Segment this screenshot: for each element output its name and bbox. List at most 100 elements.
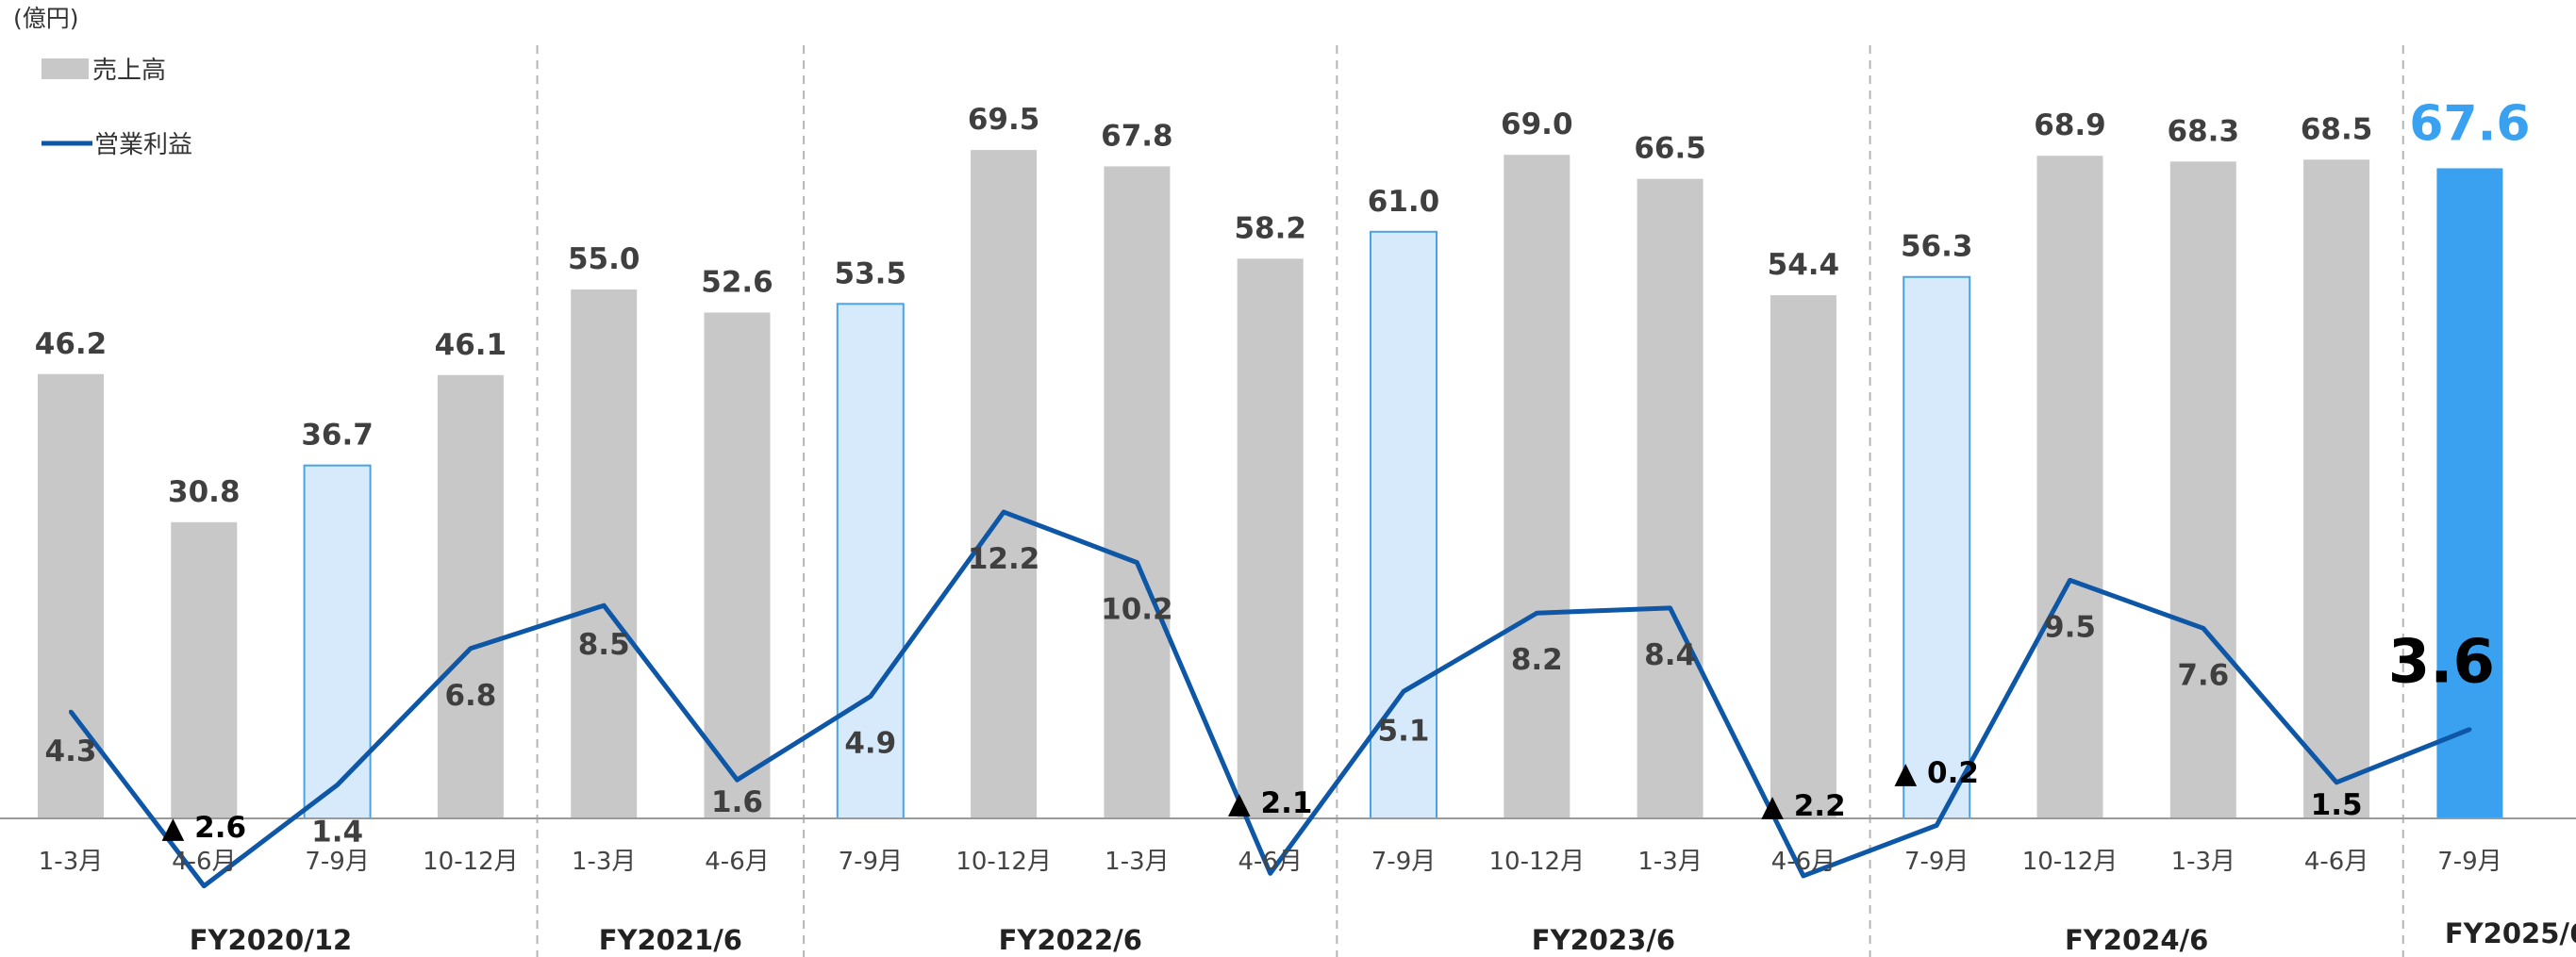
sales-value-label: 54.4: [1768, 248, 1840, 282]
sales-value-label: 66.5: [1634, 132, 1706, 166]
sales-bar: [437, 374, 504, 818]
sales-bar: [1637, 178, 1703, 818]
fiscal-year-label: FY2023/6: [1532, 924, 1675, 956]
sales-value-label: 55.0: [568, 242, 640, 276]
sales-value-label: 58.2: [1234, 211, 1306, 245]
sales-bar: [2436, 168, 2503, 819]
operating-profit-point: [2068, 578, 2072, 583]
operating-profit-point: [1801, 873, 1805, 878]
x-tick-label: 4-6月: [1771, 848, 1836, 876]
unit-label: (億円): [13, 5, 79, 32]
data-labels: 46.2 30.8 36.7 46.1 55.0 52.6 53.5 69.5 67.8 58.2…: [35, 95, 2531, 849]
x-tick-label: 10-12月: [2022, 848, 2119, 876]
operating-profit-point: [1402, 689, 1405, 694]
x-tick-label: 7-9月: [839, 848, 903, 876]
x-tick-label: 1-3月: [2171, 848, 2235, 876]
fiscal-year-label: FY2024/6: [2065, 924, 2208, 956]
sales-bar: [704, 312, 771, 819]
operating-profit-value-label: 8.5: [578, 628, 630, 662]
sales-bar: [1237, 258, 1304, 818]
operating-profit-value-label: 5.1: [1378, 714, 1430, 748]
x-tick-label: 4-6月: [2304, 848, 2368, 876]
sales-bar: [2036, 156, 2103, 819]
sales-value-label: 46.1: [435, 328, 507, 362]
sales-value-label: 69.5: [968, 103, 1040, 137]
operating-profit-point: [868, 694, 873, 699]
x-tick-label: 7-9月: [2437, 848, 2501, 876]
sales-value-label: 46.2: [35, 327, 108, 361]
sales-value-label: 67.6: [2409, 95, 2530, 152]
operating-profit-point: [202, 883, 207, 888]
operating-profit-point: [69, 709, 73, 714]
operating-profit-value-label: ▲ 2.1: [1228, 786, 1313, 820]
x-tick-label: 1-3月: [1637, 848, 1702, 876]
sales-value-label: 36.7: [301, 419, 374, 453]
operating-profit-value-label: 4.3: [45, 734, 97, 768]
fiscal-year-label: FY2022/6: [999, 924, 1142, 956]
operating-profit-point: [735, 778, 740, 783]
sales-value-label: 68.9: [2034, 108, 2106, 142]
operating-profit-value-label: 8.2: [1511, 643, 1563, 677]
operating-profit-point: [602, 603, 607, 608]
operating-profit-value-label: 10.2: [1101, 593, 1173, 627]
x-tick-label: 10-12月: [1489, 848, 1586, 876]
x-tick-label: 1-3月: [572, 848, 636, 876]
operating-profit-series: [69, 509, 2472, 889]
operating-profit-value-label: 1.4: [311, 815, 363, 849]
x-tick-label: 7-9月: [305, 848, 369, 876]
fiscal-year-label: FY2021/6: [599, 924, 742, 956]
sales-bar: [1903, 275, 1971, 819]
fiscal-year-label: FY2025/6: [2445, 917, 2576, 949]
x-tick-label: 4-6月: [172, 848, 236, 876]
operating-profit-point: [2468, 727, 2472, 732]
operating-profit-point: [1002, 510, 1006, 515]
legend-sales-label: 売上高: [92, 57, 166, 85]
x-tick-label: 7-9月: [1904, 848, 1969, 876]
sales-value-label: 68.3: [2168, 114, 2240, 148]
sales-bar: [571, 289, 638, 818]
x-tick-label: 10-12月: [956, 848, 1052, 876]
operating-profit-value-label: 4.9: [844, 727, 896, 761]
operating-profit-value-label: 8.4: [1644, 638, 1696, 672]
sales-value-label: 30.8: [168, 475, 241, 509]
sales-value-label: 53.5: [835, 256, 907, 290]
operating-profit-point: [1268, 871, 1272, 876]
sales-value-label: 52.6: [701, 265, 773, 299]
sales-bar: [171, 521, 238, 818]
sales-bar: [971, 150, 1038, 819]
x-tick-label: 10-12月: [423, 848, 519, 876]
legend: 売上高 営業利益: [42, 57, 192, 159]
sales-bar: [38, 373, 104, 818]
x-tick-label: 4-6月: [705, 848, 769, 876]
x-tick-label: 7-9月: [1371, 848, 1436, 876]
operating-profit-value-label: 12.2: [968, 542, 1040, 576]
operating-profit-value-label: 3.6: [2388, 628, 2495, 698]
operating-profit-point: [2335, 780, 2339, 784]
operating-profit-point: [2201, 626, 2205, 631]
operating-profit-value-label: ▲ 0.2: [1894, 756, 1979, 790]
operating-profit-value-label: 1.6: [711, 785, 763, 819]
x-tick-label: 1-3月: [1105, 848, 1169, 876]
operating-profit-point: [1668, 605, 1672, 610]
operating-profit-value-label: 9.5: [2044, 610, 2096, 644]
sales-value-label: 56.3: [1901, 230, 1973, 264]
x-tick-labels: 1-3月 4-6月 7-9月 10-12月 1-3月 4-6月 7-9月 10-12月 1-3月…: [39, 848, 2502, 876]
operating-profit-point: [1535, 611, 1539, 616]
sales-value-label: 67.8: [1101, 119, 1173, 153]
operating-profit-point: [1135, 560, 1139, 565]
legend-profit-label: 営業利益: [94, 131, 192, 159]
sales-value-label: 68.5: [2301, 112, 2373, 146]
x-tick-label: 1-3月: [39, 848, 103, 876]
operating-profit-value-label: 1.5: [2311, 788, 2363, 822]
period-dividers: [536, 45, 2404, 957]
x-tick-label: 4-6月: [1238, 848, 1302, 876]
operating-profit-value-label: ▲ 2.2: [1761, 789, 1846, 823]
legend-sales-swatch: [42, 58, 89, 79]
sales-bar: [836, 303, 905, 819]
sales-bars: [38, 150, 2503, 820]
sales-bar: [1104, 166, 1171, 818]
sales-bar: [1770, 295, 1836, 818]
sales-bar: [2303, 159, 2370, 819]
sales-bar: [303, 464, 372, 819]
